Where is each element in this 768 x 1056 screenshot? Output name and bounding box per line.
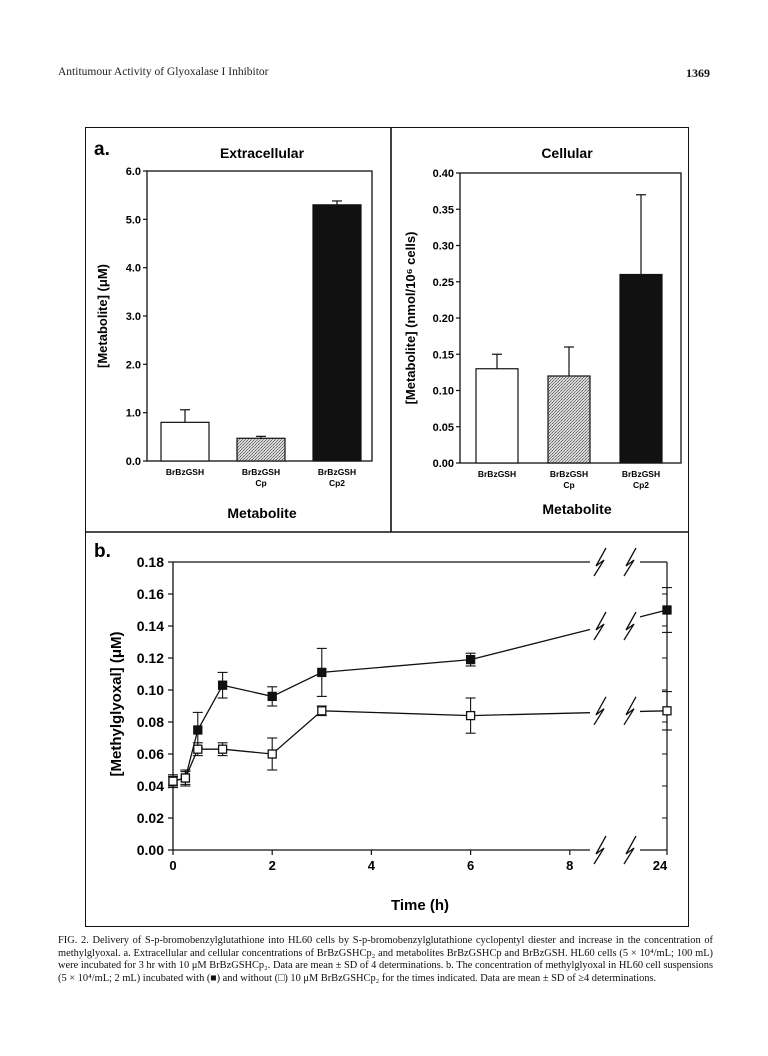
- x-tick-label: 6: [467, 858, 474, 873]
- panel-b-label: b.: [94, 541, 111, 562]
- y-tick-label: 0.14: [137, 618, 164, 634]
- panel-a-label: a.: [94, 139, 110, 160]
- data-point-filled: [662, 605, 672, 615]
- chart-methylglyoxal: b. 0.00 0.02 0.04 0.06 0.08 0.10 0.12 0.14 0.16 0…: [94, 541, 672, 914]
- y-tick-label: 5.0: [126, 214, 141, 226]
- data-point-open: [193, 744, 203, 754]
- x-tick-label: Cp2: [633, 480, 649, 490]
- bar: [236, 437, 286, 462]
- y-tick-label: 0.00: [433, 458, 454, 470]
- y-tick-label: 0.06: [137, 746, 164, 762]
- x-tick-label: Cp2: [329, 478, 345, 488]
- axis-break-mark: [623, 547, 637, 577]
- y-tick-label: 2.0: [126, 359, 141, 371]
- y-tick-label: 0.15: [433, 349, 454, 361]
- axis-break-mark: [593, 696, 607, 726]
- bar: [312, 204, 362, 462]
- x-tick-label: BrBzGSH: [318, 467, 356, 477]
- chart-extracellular: a. Extracellular 0.0 1.0 2.0 3.0 4.0 5.0 6.0 B…: [94, 139, 373, 521]
- page-header: Antitumour Activity of Glyoxalase I Inhi…: [0, 66, 768, 86]
- data-point-filled: [217, 680, 228, 690]
- axis-break-mark: [593, 547, 607, 577]
- figure-frame: [85, 127, 689, 927]
- y-tick-label: 0.30: [433, 241, 454, 253]
- chart-cellular: Cellular 0.00 0.05 0.10 0.15 0.20 0.25 0.30 0.3…: [403, 145, 682, 517]
- x-tick-label: 2: [269, 858, 276, 873]
- bar: [160, 421, 210, 462]
- x-tick-label: BrBzGSH: [622, 469, 660, 479]
- y-tick-label: 0.10: [137, 682, 164, 698]
- data-point-open: [465, 710, 476, 721]
- bar: [547, 375, 591, 464]
- caption-label: FIG. 2.: [58, 935, 89, 946]
- chart-title: Cellular: [541, 145, 593, 161]
- series-line-extension: [470, 628, 591, 661]
- y-tick-label: 6.0: [126, 166, 141, 178]
- y-tick-label: 0.02: [137, 810, 164, 826]
- y-tick-label: 0.05: [433, 422, 454, 434]
- axis-break-mark: [623, 611, 637, 641]
- data-point-filled: [193, 725, 203, 735]
- y-tick-label: 0.00: [137, 842, 164, 858]
- x-axis-label: Metabolite: [227, 505, 296, 521]
- x-tick-label: 0: [169, 858, 176, 873]
- y-axis-label: [Metabolite] (μM): [95, 264, 110, 368]
- y-axis-label: [Methylglyoxal] (μM): [108, 631, 125, 776]
- axis-break-mark: [623, 835, 637, 865]
- y-tick-label: 0.08: [137, 714, 164, 730]
- data-point-open: [180, 773, 191, 783]
- y-tick-label: 0.0: [126, 456, 141, 468]
- data-point-open: [217, 744, 228, 754]
- y-tick-label: 0.40: [433, 168, 454, 180]
- y-tick-label: 4.0: [126, 263, 141, 275]
- caption-text: Delivery of S-p-bromobenzylglutathione i…: [58, 935, 713, 984]
- running-title: Antitumour Activity of Glyoxalase I Inhi…: [58, 66, 269, 78]
- bar: [619, 273, 663, 464]
- x-tick-label: Cp: [563, 480, 574, 490]
- figure-caption: FIG. 2. Delivery of S-p-bromobenzylgluta…: [58, 935, 713, 985]
- series-line-extension: [470, 712, 591, 717]
- data-point-filled: [317, 667, 327, 678]
- axis-break-mark: [593, 611, 607, 641]
- data-point-open: [168, 776, 178, 786]
- y-tick-label: 1.0: [126, 408, 141, 420]
- data-point-open: [267, 749, 277, 759]
- data-point-open: [662, 706, 672, 716]
- x-tick-label: 8: [566, 858, 573, 873]
- data-point-filled: [267, 691, 277, 702]
- x-tick-label: Cp: [255, 478, 266, 488]
- x-axis-label: Time (h): [391, 897, 449, 914]
- data-point-open: [317, 706, 327, 716]
- y-tick-label: 0.16: [137, 586, 164, 602]
- x-tick-label: BrBzGSH: [242, 467, 280, 477]
- y-tick-label: 3.0: [126, 311, 141, 323]
- y-tick-label: 0.12: [137, 650, 164, 666]
- chart-title: Extracellular: [220, 145, 305, 161]
- x-tick-label: 24: [653, 858, 668, 873]
- axis-break-mark: [623, 696, 637, 726]
- y-tick-label: 0.25: [433, 277, 454, 289]
- data-point-filled: [465, 654, 476, 665]
- axis-break-mark: [593, 835, 607, 865]
- page-number: 1369: [686, 66, 710, 80]
- x-axis-label: Metabolite: [542, 501, 611, 517]
- x-tick-label: 4: [368, 858, 376, 873]
- x-tick-label: BrBzGSH: [478, 469, 516, 479]
- x-tick-label: BrBzGSH: [166, 467, 204, 477]
- x-tick-label: BrBzGSH: [550, 469, 588, 479]
- bar: [475, 368, 519, 464]
- y-tick-label: 0.10: [433, 386, 454, 398]
- y-tick-label: 0.35: [433, 204, 454, 216]
- y-axis-label: [Metabolite] (nmol/10⁶ cells): [403, 232, 418, 405]
- series-line: [172, 710, 471, 782]
- y-tick-label: 0.20: [433, 313, 454, 325]
- y-tick-label: 0.18: [137, 554, 164, 570]
- y-tick-label: 0.04: [137, 778, 164, 794]
